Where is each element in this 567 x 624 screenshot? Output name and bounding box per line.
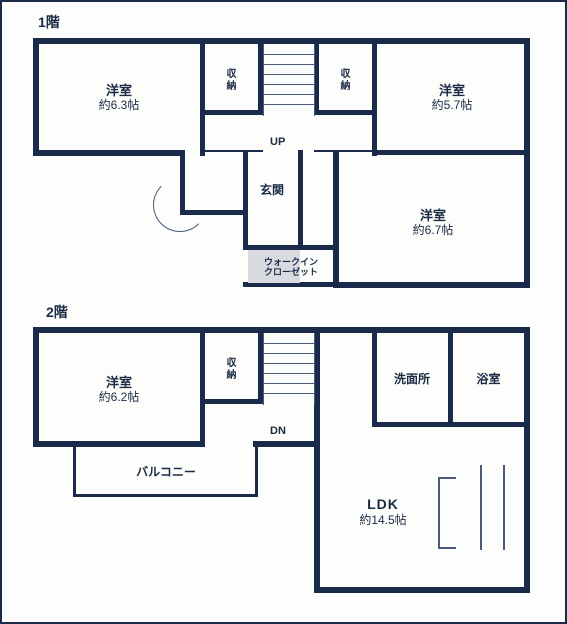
up-marker: UP (270, 136, 285, 148)
storage-label: 収 納 (227, 69, 237, 92)
floor2-stairs (263, 333, 315, 405)
room-size: 約6.7帖 (413, 223, 454, 238)
floorplan-page: 1階 (0, 0, 567, 624)
f2-washroom: 洗面所 (373, 352, 451, 407)
f1-storage-a: 収 納 (205, 53, 258, 108)
room-name: 洋室 (439, 83, 465, 99)
floor2-title: 2階 (46, 302, 68, 322)
bath-label: 浴室 (476, 372, 500, 386)
f1-genkan: 玄関 (243, 168, 301, 213)
room-name: 洋室 (106, 83, 132, 99)
ldk-label: LDK (367, 496, 399, 513)
f1-room-5-7: 洋室 約5.7帖 (377, 63, 527, 133)
room-size: 約5.7帖 (432, 98, 473, 113)
storage-label: 収 納 (341, 69, 351, 92)
floor1-plan: 洋室 約6.3帖 洋室 約5.7帖 洋室 約6.7帖 収 納 収 納 玄関 ウォ… (33, 38, 530, 288)
f2-bath: 浴室 (451, 352, 526, 407)
f2-ldk: LDK 約14.5帖 (318, 472, 448, 552)
room-name: 洋室 (106, 375, 132, 391)
room-size: 約14.5帖 (359, 513, 406, 528)
room-name: 洋室 (420, 208, 446, 224)
room-size: 約6.2帖 (99, 390, 140, 405)
floor1-stairs (263, 44, 315, 116)
f1-room-6-3: 洋室 約6.3帖 (39, 63, 199, 133)
floor2-plan: 洋室 約6.2帖 収 納 洗面所 浴室 LDK 約14.5帖 バルコニー DN (33, 327, 530, 599)
f2-storage: 収 納 (205, 342, 258, 397)
storage-label: 収 納 (227, 358, 237, 381)
floor1-title: 1階 (38, 12, 60, 32)
f1-wic: ウォークイン クローゼット (243, 248, 339, 286)
f2-room-6-2: 洋室 約6.2帖 (39, 355, 199, 425)
genkan-label: 玄関 (260, 183, 284, 197)
dn-marker: DN (270, 425, 286, 437)
f1-room-6-7: 洋室 約6.7帖 (343, 178, 523, 268)
room-size: 約6.3帖 (99, 98, 140, 113)
balcony-label: バルコニー (136, 465, 196, 479)
washroom-label: 洗面所 (394, 372, 430, 386)
f2-balcony: バルコニー (81, 455, 251, 490)
f1-storage-b: 収 納 (319, 53, 372, 108)
wic-label: ウォークイン クローゼット (264, 257, 318, 278)
